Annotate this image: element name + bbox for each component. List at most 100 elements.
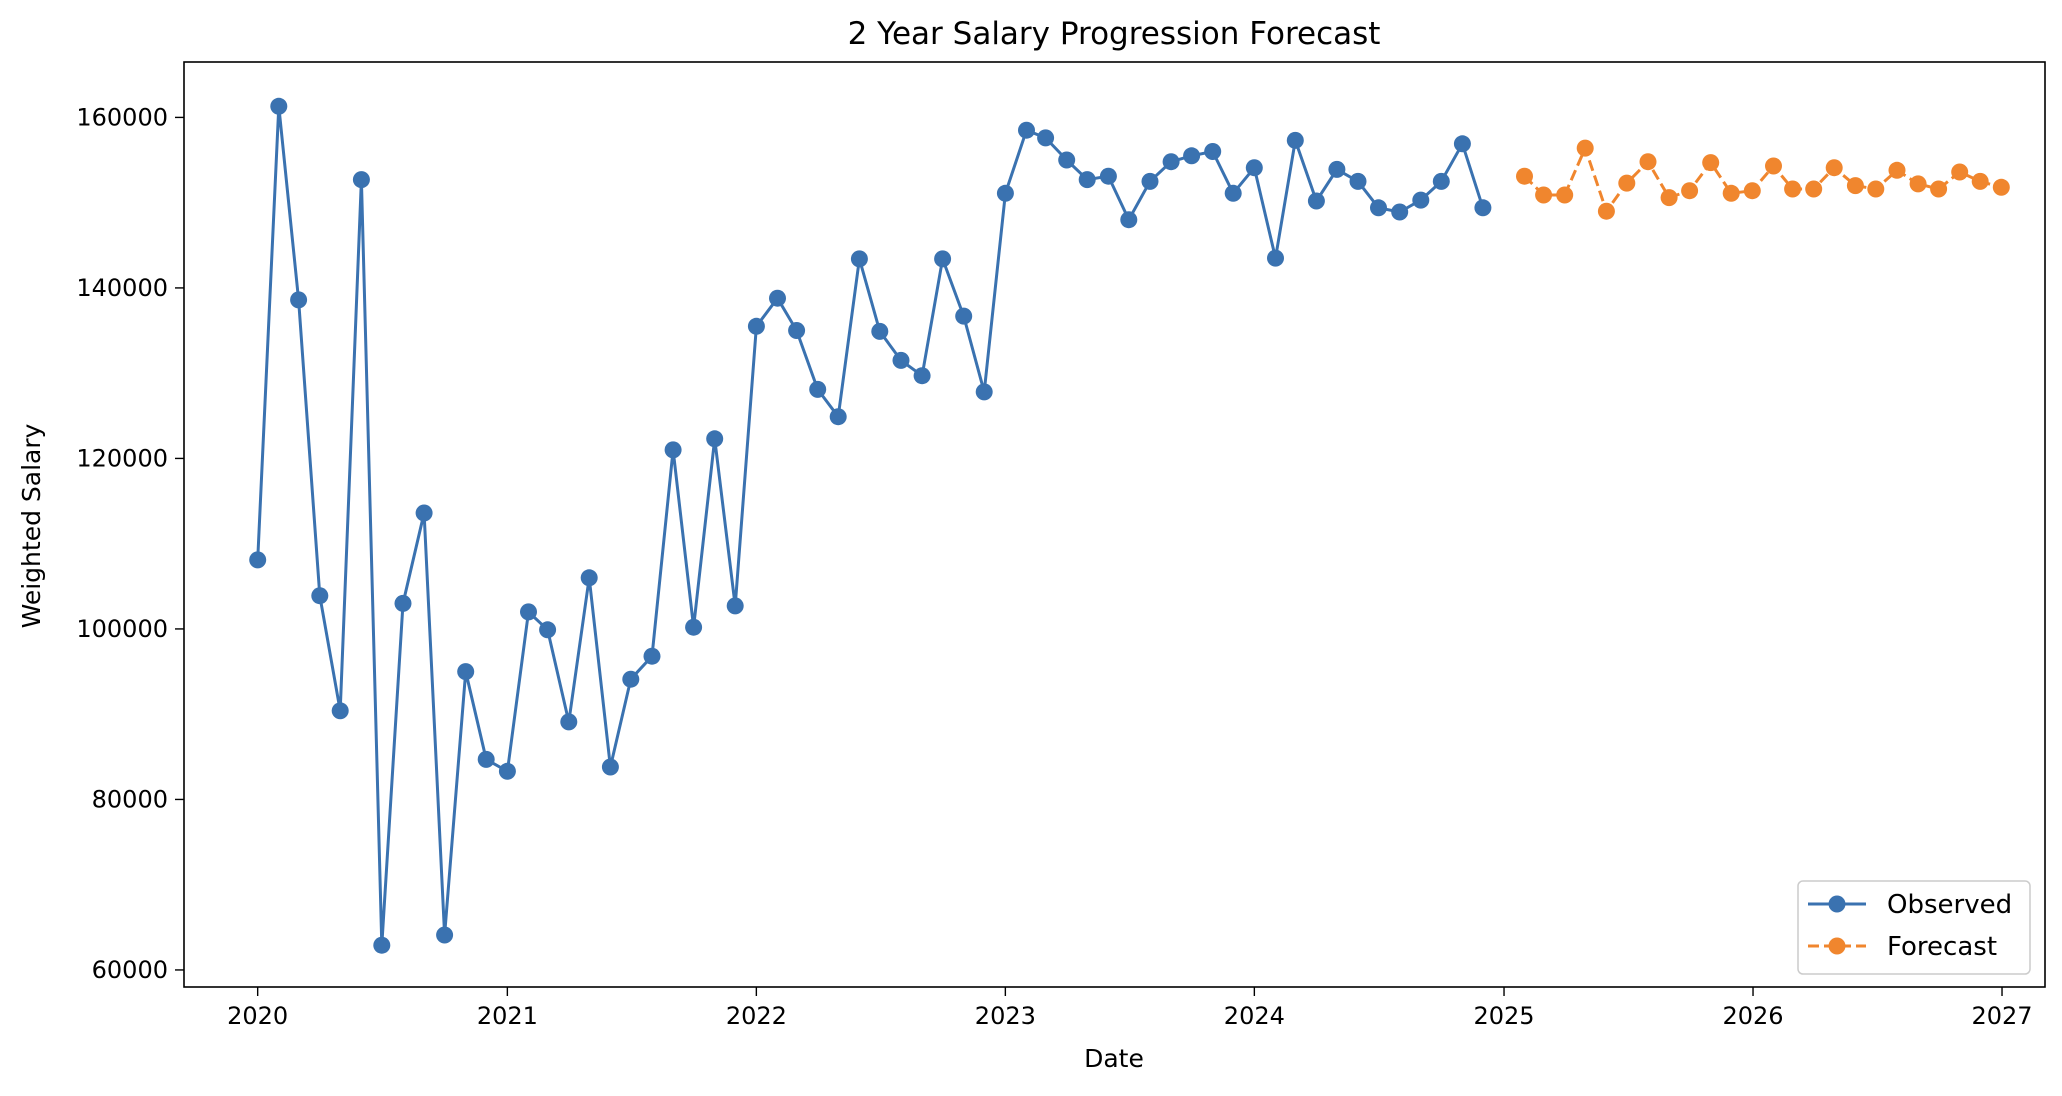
data-point [457,663,475,681]
data-point [1702,154,1720,172]
data-point [1245,159,1263,177]
data-point [1743,182,1761,200]
series-line-observed [256,104,1485,947]
legend-marker-forecast [1828,937,1846,955]
data-point [1888,161,1906,179]
data-point [498,762,516,780]
data-point [270,97,288,115]
data-point [1370,199,1387,217]
data-point [1286,131,1304,149]
data-point [1681,182,1699,200]
data-point [1992,178,2010,196]
x-tick-label: 2024 [1224,1002,1285,1030]
x-axis-label: Date [1084,1044,1144,1073]
data-point [1535,186,1553,204]
data-point [1328,160,1346,178]
data-point [1516,167,1533,185]
legend: Observed Forecast [1797,880,2031,975]
data-point [1846,177,1864,195]
data-point [788,322,806,339]
data-point [1120,211,1138,229]
data-point [726,597,744,615]
data-point [1660,189,1678,207]
data-point [560,713,578,731]
data-point [809,380,827,398]
legend-marker-observed [1828,895,1846,913]
y-tick-label: 160000 [76,103,168,131]
data-point [706,430,724,448]
data-point [601,758,619,776]
data-point [1204,143,1222,160]
data-point [1078,171,1096,189]
data-point [1805,180,1823,198]
data-point [643,647,661,665]
data-point [1618,174,1636,192]
series-line-forecast [1523,146,2002,213]
data-point [871,322,889,340]
data-point [1474,199,1492,217]
data-point [1141,172,1159,190]
data-point [1183,147,1201,165]
data-point [1930,180,1948,198]
data-point [1453,135,1471,153]
data-point [394,594,412,612]
data-point [913,367,931,385]
data-point [539,621,557,639]
data-point [352,171,370,189]
plot-area [249,97,2010,954]
data-point [1765,157,1782,175]
data-point [1349,172,1367,190]
data-point [892,351,910,369]
data-point [664,441,682,459]
data-point [829,408,847,426]
data-point [996,184,1014,202]
data-point [290,291,308,309]
data-point [1576,139,1594,157]
x-tick-label: 2021 [477,1002,538,1030]
data-point [1267,249,1284,267]
data-point [1162,153,1180,171]
y-axis-label: Weighted Salary [17,423,46,628]
y-tick-label: 60000 [92,956,168,984]
data-point [477,750,495,768]
data-point [580,569,598,587]
data-point [685,618,703,636]
data-point [520,603,537,621]
data-point [373,936,391,954]
y-tick-label: 120000 [76,444,168,472]
x-tick-label: 2023 [975,1002,1036,1030]
data-point [1432,172,1450,190]
data-point [769,289,786,307]
data-point [249,551,267,569]
legend-label-observed: Observed [1887,890,2012,920]
data-point [1556,186,1574,204]
data-point [955,307,973,325]
data-point [436,926,454,944]
series-forecast [1516,139,2010,220]
x-tick-label: 2026 [1722,1002,1783,1030]
data-point [1867,180,1885,198]
data-point [934,250,952,268]
data-point [1018,121,1035,139]
y-tick-label: 100000 [76,615,168,643]
legend-label-forecast: Forecast [1887,932,1997,962]
data-point [1058,151,1076,169]
data-point [1391,203,1409,221]
data-point [311,587,329,605]
series-observed [249,97,1492,954]
data-point [1784,180,1802,198]
data-point [1971,172,1989,190]
data-point [975,383,993,401]
x-tick-label: 2025 [1473,1002,1534,1030]
data-point [331,702,349,720]
data-point [1597,202,1615,220]
chart-title: 2 Year Salary Progression Forecast [848,16,1381,52]
data-point [747,317,765,335]
y-tick-label: 80000 [92,785,168,813]
data-point [1639,153,1657,171]
data-point [1307,192,1325,210]
plot-frame [183,61,2046,988]
data-point [1037,129,1055,147]
